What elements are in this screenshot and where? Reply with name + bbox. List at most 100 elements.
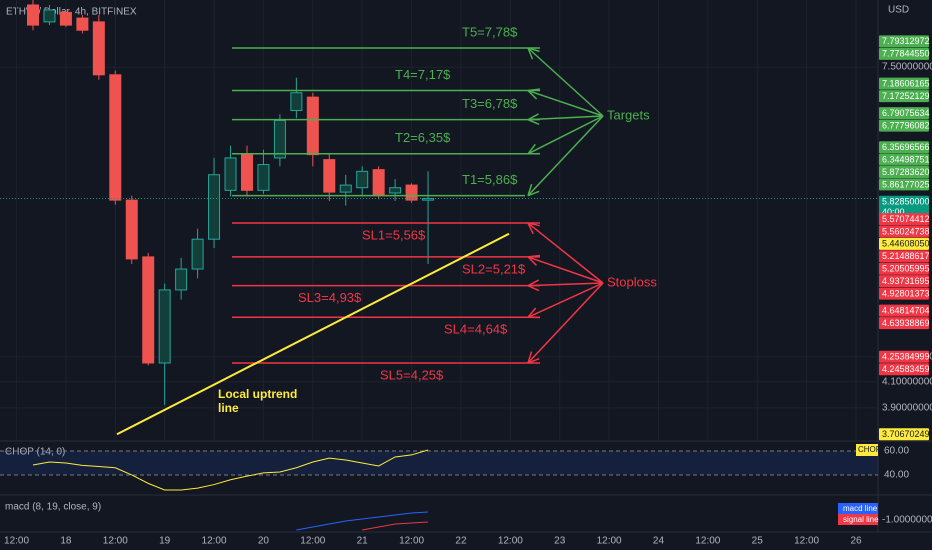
price-tag (879, 77, 929, 90)
y-tick-label: 3.90000000 (882, 402, 932, 413)
level-label: SL1=5,56$ (362, 227, 426, 242)
price-tag (879, 166, 929, 179)
macd-series-line (296, 511, 429, 531)
arrow-connector (527, 115, 604, 121)
macd-series-line (362, 521, 429, 531)
trendline-label: line (218, 401, 239, 415)
x-tick-label: 21 (357, 536, 369, 547)
candle-body (43, 9, 56, 23)
price-tag-label: 4.64814704 (882, 305, 930, 315)
candle-body (389, 187, 402, 194)
price-tag-label: 5.21488617 (882, 251, 930, 261)
arrow-connector (527, 282, 604, 287)
price-tag (879, 107, 929, 120)
price-tag-label: 7.18606165 (882, 78, 930, 88)
level-label: SL5=4,25$ (380, 367, 444, 382)
y-tick-label: 4.10000000 (882, 376, 932, 387)
price-tag (879, 178, 929, 191)
candle-body (306, 96, 319, 156)
candle-body (422, 197, 435, 201)
chop-tick-label: 60.00 (884, 446, 909, 457)
candle-body (125, 199, 138, 260)
price-tag (879, 47, 929, 60)
price-tag-label: 4.92801373 (882, 289, 930, 299)
price-tag (879, 250, 929, 263)
candle-body (372, 169, 385, 197)
arrow-head (527, 90, 538, 100)
price-tag-label: 5.82850000 (882, 197, 930, 207)
price-tag (879, 363, 929, 376)
x-tick-label: 12:00 (202, 536, 227, 547)
price-tag-label: 6.34498751 (882, 154, 930, 164)
candle-body (240, 154, 253, 191)
x-tick-label: 12:00 (4, 536, 29, 547)
candle-body (191, 238, 204, 270)
chop-tag-label: CHOP (858, 445, 881, 454)
x-tick-label: 12:00 (695, 536, 720, 547)
group-label: Stoploss (607, 274, 657, 289)
arrow-head (527, 284, 540, 292)
price-tag-label: 7.17252129 (882, 91, 930, 101)
x-tick-label: 12:00 (103, 536, 128, 547)
x-tick-label: 12:00 (498, 536, 523, 547)
macd-tick-label: -1.00000000 (882, 515, 932, 526)
candle-body (59, 11, 72, 26)
price-tag (879, 35, 929, 48)
arrow-head (527, 118, 540, 126)
price-tag-label: 6.79075634 (882, 108, 930, 118)
x-tick-label: 23 (554, 536, 566, 547)
arrow-head (527, 279, 539, 287)
arrow-head (527, 88, 541, 92)
candle-body (323, 159, 336, 193)
price-tag-label: 4.63938869 (882, 318, 930, 328)
legend-swatch (838, 503, 878, 514)
candle-body (257, 164, 270, 191)
arrow-connector (527, 222, 604, 284)
price-tag-label: 5.20505995 (882, 264, 930, 274)
chop-band (0, 450, 878, 475)
candle-body (158, 289, 171, 364)
chop-tick-label: 40.00 (884, 470, 909, 481)
arrow-connector (527, 256, 604, 284)
arrow-head (527, 143, 536, 155)
group-label: Targets (607, 107, 650, 122)
x-tick-label: 26 (850, 536, 862, 547)
price-tag-label: 5.87283620 (882, 167, 930, 177)
price-pane (0, 0, 878, 440)
price-tag-label: 4.25384999 (882, 352, 930, 362)
level-label: T1=5,86$ (462, 172, 518, 187)
level-label: SL2=5,21$ (462, 261, 526, 276)
candle-body (208, 174, 221, 240)
chop-label: CHOP (14, 0) (5, 447, 65, 458)
price-tag (879, 304, 929, 317)
arrow-connector (527, 47, 604, 117)
level-label: SL3=4,93$ (298, 290, 362, 305)
price-tag-label: 6.35696566 (882, 142, 930, 152)
trendline (116, 232, 510, 436)
price-tag (879, 141, 929, 154)
level-label: T5=7,78$ (462, 24, 518, 39)
trendline-label: Local uptrend (218, 387, 297, 401)
price-tag (879, 225, 929, 238)
x-tick-label: 19 (159, 536, 171, 547)
price-tag-label: 7.79312972 (882, 36, 930, 46)
price-tag (879, 287, 929, 300)
price-tag-label: 7.77844550 (882, 49, 930, 59)
price-tag (879, 350, 929, 363)
countdown: 40:00 (882, 207, 905, 217)
level-label: SL4=4,64$ (444, 322, 508, 337)
level-label: T4=7,17$ (395, 67, 451, 82)
currency: USD (888, 5, 909, 16)
chop-tag (856, 444, 878, 456)
arrow-head (527, 357, 540, 364)
candle-body (175, 268, 188, 291)
price-tag (879, 428, 929, 441)
price-tag-label: 3.70670249 (882, 429, 930, 439)
x-tick-label: 25 (752, 536, 764, 547)
arrow-connector (527, 89, 604, 117)
price-tag (879, 195, 929, 218)
price-tag-label: 4.93731695 (882, 276, 930, 286)
price-tag-label: 5.57074412 (882, 214, 930, 224)
